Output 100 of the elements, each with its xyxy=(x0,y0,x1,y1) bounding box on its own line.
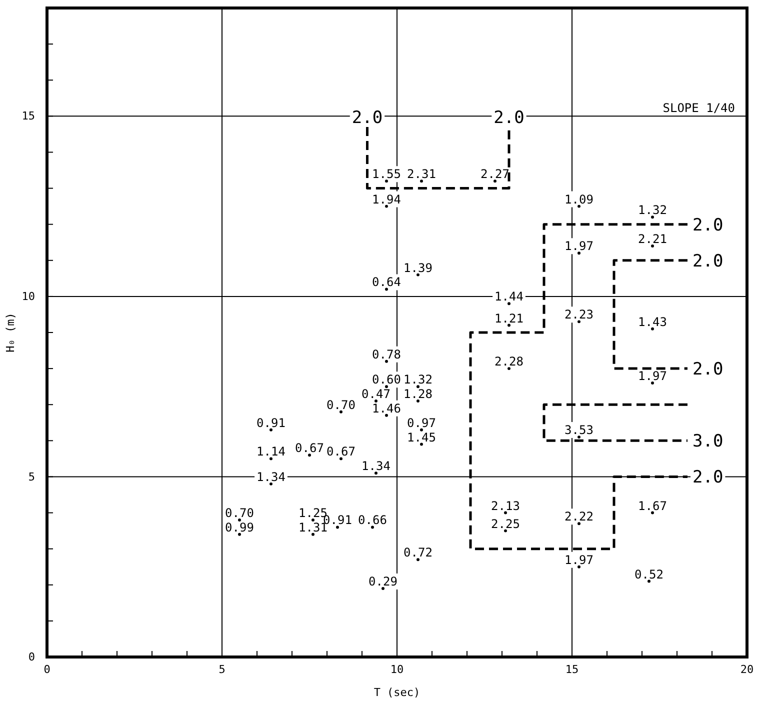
point xyxy=(385,180,388,183)
x-tick-label: 20 xyxy=(740,662,754,676)
point xyxy=(385,360,388,363)
annotation: 2.0 xyxy=(352,108,383,128)
point xyxy=(385,414,388,417)
point xyxy=(385,288,388,291)
point xyxy=(374,400,378,402)
annotation: 1.43 xyxy=(638,314,667,329)
annotation: 2.23 xyxy=(564,308,594,322)
annotation: 1.97 xyxy=(564,552,594,567)
y-tick-label: 15 xyxy=(22,110,35,123)
y-tick-label: 5 xyxy=(28,470,35,484)
x-axis-title: T (sec) xyxy=(374,686,420,699)
annotation: 0.66 xyxy=(358,513,387,528)
annotation: 1.39 xyxy=(404,260,432,275)
point xyxy=(420,428,423,432)
point xyxy=(374,472,378,475)
annotation: 0.60 xyxy=(372,372,401,387)
point xyxy=(578,522,580,526)
annotation: 0.67 xyxy=(326,444,356,459)
point xyxy=(578,204,580,208)
point xyxy=(651,244,654,248)
annotation: 1.32 xyxy=(404,372,432,387)
point xyxy=(651,216,654,219)
annotation: 2.13 xyxy=(491,498,520,513)
point xyxy=(270,428,272,432)
annotation: 2.0 xyxy=(692,251,724,272)
point xyxy=(371,526,374,529)
annotation: 1.34 xyxy=(256,470,286,484)
point xyxy=(508,324,510,327)
annotation: 1.94 xyxy=(372,192,401,206)
point xyxy=(385,204,388,208)
annotation: 1.21 xyxy=(494,311,524,326)
annotation: 3.53 xyxy=(564,423,594,438)
annotation: 1.97 xyxy=(564,239,594,254)
annotation: 0.70 xyxy=(225,506,254,520)
annotation: 0.91 xyxy=(256,416,286,430)
annotation: 2.0 xyxy=(692,215,724,236)
point xyxy=(648,580,650,583)
annotation: 2.21 xyxy=(638,232,667,246)
point xyxy=(578,320,580,324)
point xyxy=(416,558,420,562)
point xyxy=(508,367,510,370)
annotation: 1.32 xyxy=(638,203,667,218)
point xyxy=(238,532,241,536)
annotation: 0.70 xyxy=(326,398,356,412)
point xyxy=(420,442,423,446)
annotation: 1.44 xyxy=(494,290,524,304)
annotation: 0.78 xyxy=(372,347,401,362)
point xyxy=(651,381,654,384)
annotation: 1.46 xyxy=(372,401,401,416)
annotation: 1.67 xyxy=(638,498,667,513)
annotation: 0.52 xyxy=(634,567,664,582)
x-tick-label: 10 xyxy=(390,662,404,676)
annotation: 2.22 xyxy=(564,510,594,524)
point xyxy=(312,532,314,536)
x-tick-label: 15 xyxy=(565,662,579,676)
annotation: 1.28 xyxy=(404,387,432,402)
point xyxy=(238,518,241,522)
point xyxy=(340,457,342,460)
point xyxy=(270,457,272,460)
point xyxy=(308,454,311,457)
annotation: SLOPE 1/40 xyxy=(662,101,735,115)
annotation: 1.97 xyxy=(638,368,667,383)
annotation: 2.28 xyxy=(494,354,524,369)
point xyxy=(578,252,580,255)
point xyxy=(336,526,339,529)
annotation: 1.55 xyxy=(372,167,401,182)
point xyxy=(416,400,420,402)
annotation: 2.0 xyxy=(692,360,724,380)
annotation: 0.29 xyxy=(368,574,398,588)
point xyxy=(578,436,580,439)
point xyxy=(340,410,342,414)
y-tick-label: 0 xyxy=(28,650,35,664)
point xyxy=(494,180,496,183)
point xyxy=(270,482,272,486)
point xyxy=(420,180,423,183)
point xyxy=(504,511,507,514)
annotation: 0.72 xyxy=(404,546,432,560)
x-tick-label: 5 xyxy=(218,662,226,676)
point xyxy=(651,327,654,330)
y-axis-title: H₀ (m) xyxy=(4,312,17,352)
point xyxy=(385,385,388,388)
annotation: 0.67 xyxy=(295,441,324,456)
point xyxy=(382,587,384,590)
annotation: 0.64 xyxy=(372,275,401,290)
annotation: 1.34 xyxy=(362,459,390,474)
point xyxy=(651,511,654,514)
annotation: 0.47 xyxy=(362,387,390,402)
annotation: 3.0 xyxy=(692,432,724,452)
annotation: 2.25 xyxy=(491,516,520,531)
annotation: 2.0 xyxy=(494,108,524,128)
annotation: 1.45 xyxy=(407,430,436,444)
point xyxy=(416,273,420,276)
point xyxy=(504,529,507,532)
annotation: 1.09 xyxy=(564,192,594,206)
point xyxy=(312,518,314,522)
annotation: 0.97 xyxy=(407,416,436,430)
annotation: 2.0 xyxy=(692,468,724,488)
annotation: 2.27 xyxy=(480,167,510,182)
